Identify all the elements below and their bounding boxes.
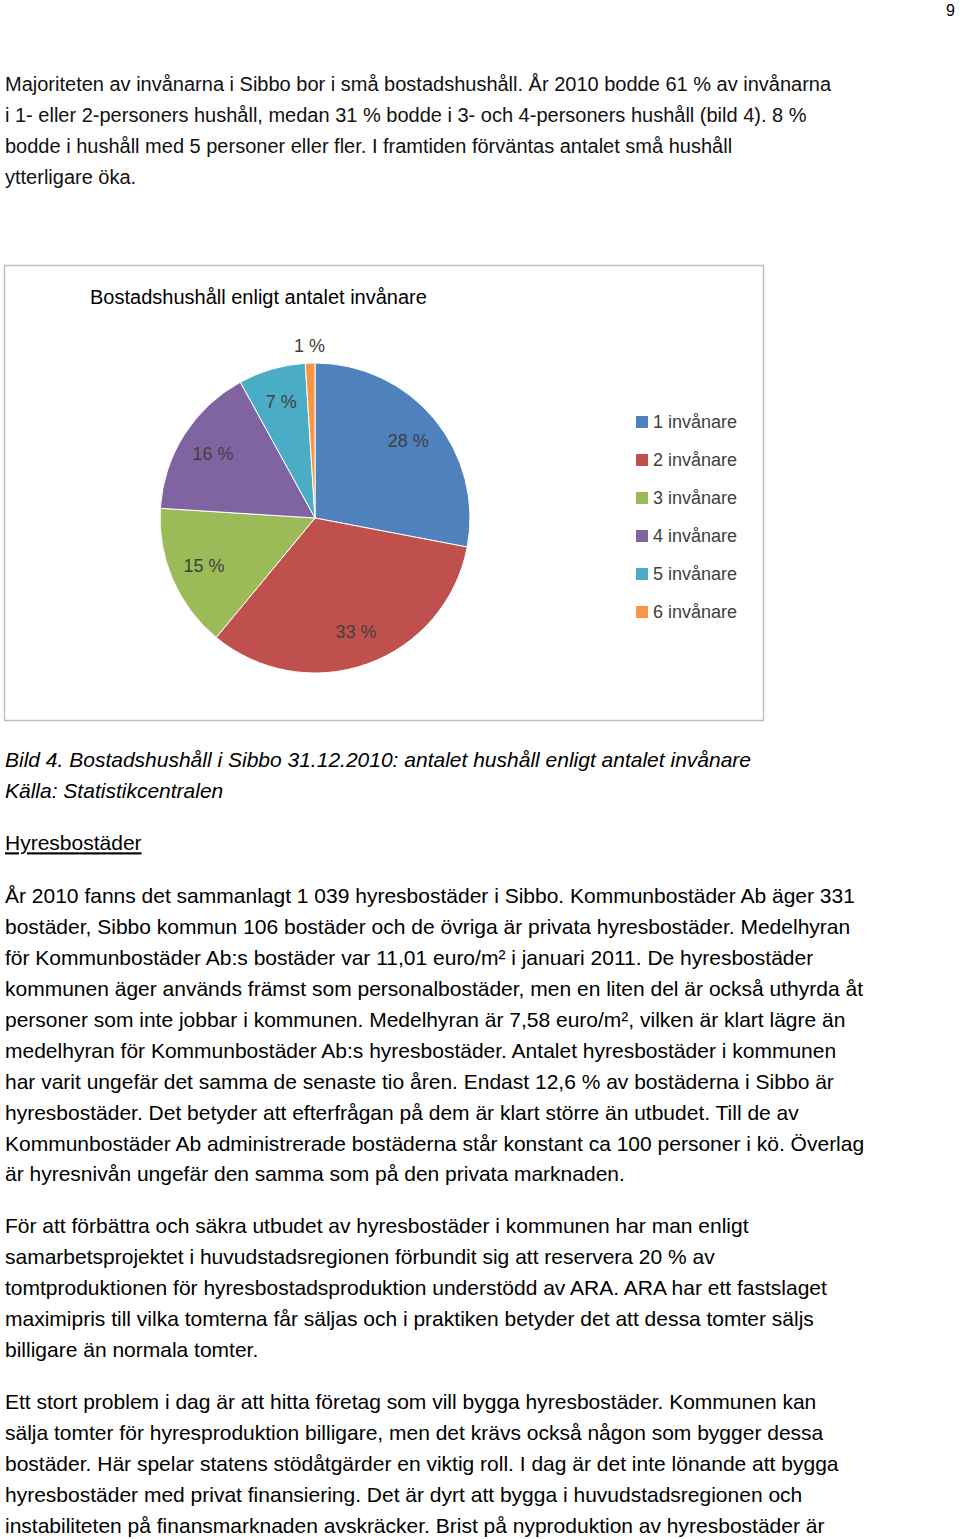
paragraph-line: billigare än normala tomter. xyxy=(5,1338,258,1361)
paragraph-line: Kommunbostäder Ab administrerade bostäde… xyxy=(5,1132,864,1155)
pie-slice xyxy=(315,363,470,547)
legend-swatch xyxy=(636,606,648,618)
paragraph-line: hyresbostäder. Det betyder att efterfråg… xyxy=(5,1101,799,1124)
legend-label: 6 invånare xyxy=(653,602,737,622)
legend-swatch xyxy=(636,530,648,542)
legend-swatch xyxy=(636,454,648,466)
paragraph-line: Majoriteten av invånarna i Sibbo bor i s… xyxy=(5,73,832,95)
chart-title: Bostadshushåll enligt antalet invånare xyxy=(90,286,427,308)
paragraph-line: instabiliteten på finansmarknaden avskrä… xyxy=(5,1514,824,1537)
paragraph-line: bostäder. Här spelar statens stödåtgärde… xyxy=(5,1452,839,1475)
paragraph-line: samarbetsprojektet i huvudstadsregionen … xyxy=(5,1245,715,1268)
data-label: 16 % xyxy=(192,444,233,464)
paragraph-line: För att förbättra och säkra utbudet av h… xyxy=(5,1214,749,1237)
paragraph-line: i 1- eller 2-personers hushåll, medan 31… xyxy=(5,104,807,126)
paragraph-line: bostäder, Sibbo kommun 106 bostäder och … xyxy=(5,915,850,938)
paragraph-line: hyresbostäder med privat finansiering. D… xyxy=(5,1483,802,1506)
caption-line: Källa: Statistikcentralen xyxy=(5,779,223,802)
paragraph-line: medelhyran för Kommunbostäder Ab:s hyres… xyxy=(5,1039,836,1062)
paragraph-line: är hyresnivån ungefär den samma som på d… xyxy=(5,1162,625,1185)
paragraph-line: ytterligare öka. xyxy=(5,166,136,188)
data-label: 28 % xyxy=(388,431,429,451)
paragraph-line: tomtproduktionen för hyresbostadsprodukt… xyxy=(5,1276,827,1299)
page: 9 Majoriteten av invånarna i Sibbo bor i … xyxy=(0,0,960,1539)
legend-label: 2 invånare xyxy=(653,450,737,470)
page-number: 9 xyxy=(946,2,955,19)
chart-frame xyxy=(5,266,764,721)
paragraph-line: bodde i hushåll med 5 personer eller fle… xyxy=(5,135,732,157)
paragraph-line: personer som inte jobbar i kommunen. Med… xyxy=(5,1008,845,1031)
legend-label: 4 invånare xyxy=(653,526,737,546)
paragraph-line: för Kommunbostäder Ab:s bostäder var 11,… xyxy=(5,946,813,969)
paragraph-line: kommunen äger används främst som persona… xyxy=(5,977,863,1000)
legend-swatch xyxy=(636,492,648,504)
legend-label: 5 invånare xyxy=(653,564,737,584)
data-label: 33 % xyxy=(335,622,376,642)
paragraph-line: sälja tomter för hyresproduktion billiga… xyxy=(5,1421,824,1444)
data-label: 7 % xyxy=(266,392,297,412)
pie-slice xyxy=(240,363,315,518)
legend-swatch xyxy=(636,416,648,428)
caption-line: Bild 4. Bostadshushåll i Sibbo 31.12.201… xyxy=(5,748,751,771)
paragraph-line: har varit ungefär det samma de senaste t… xyxy=(5,1070,834,1093)
paragraph-line: År 2010 fanns det sammanlagt 1 039 hyres… xyxy=(5,884,855,907)
legend-label: 3 invånare xyxy=(653,488,737,508)
legend-swatch xyxy=(636,568,648,580)
data-label: 15 % xyxy=(184,556,225,576)
pie xyxy=(160,363,470,673)
data-label: 1 % xyxy=(294,336,325,356)
paragraph-line: Ett stort problem i dag är att hitta för… xyxy=(5,1390,816,1413)
section-heading: Hyresbostäder xyxy=(5,831,142,854)
pie-slice xyxy=(160,508,315,637)
pie-slice xyxy=(305,363,315,518)
paragraph-line: maximipris till vilka tomterna får sälja… xyxy=(5,1307,814,1330)
legend-label: 1 invånare xyxy=(653,412,737,432)
